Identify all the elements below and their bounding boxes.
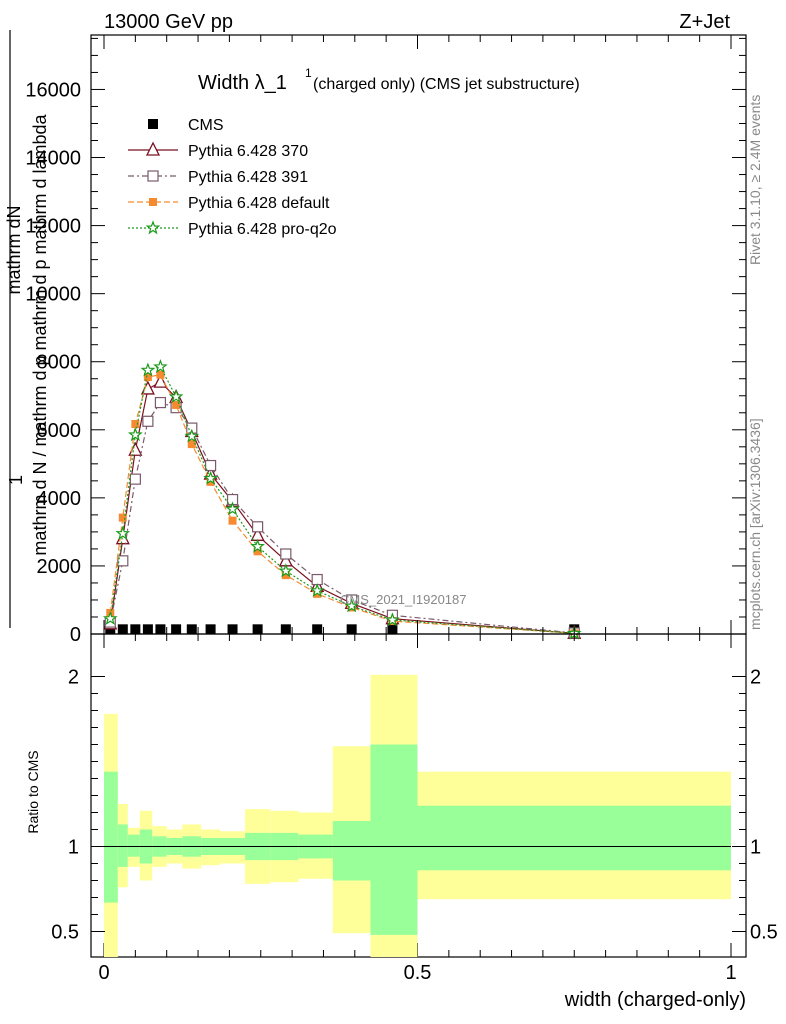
point-pq2o [102, 610, 118, 625]
main-ylabel-bottom: mathrm d N / mathrm d p mathrm d p mathr… [30, 113, 50, 555]
point-p391 [154, 396, 167, 409]
point-cms [312, 624, 323, 635]
legend-label-pdefault: Pythia 6.428 default [188, 195, 330, 212]
point-pdefault [187, 440, 196, 449]
point-p370 [128, 441, 143, 456]
main-ytick-label: 2000 [37, 556, 82, 578]
main-ytick-label: 16000 [25, 79, 81, 101]
point-pq2o [278, 563, 294, 578]
legend-marker-pq2o [145, 220, 161, 235]
legend-label-p391: Pythia 6.428 391 [188, 169, 308, 186]
main-ytick-label: 8000 [37, 352, 82, 374]
point-p391 [129, 473, 141, 485]
main-ytick-label: 10000 [25, 284, 81, 306]
point-p391 [252, 521, 264, 533]
point-pq2o [385, 612, 400, 627]
legend-label-p370: Pythia 6.428 370 [188, 143, 308, 160]
point-cms [155, 624, 166, 635]
series-line-pq2o [109, 366, 575, 634]
point-cms [186, 624, 197, 635]
point-pdefault [228, 516, 237, 525]
xtick-label: 0.5 [404, 962, 432, 984]
point-pq2o [184, 428, 200, 443]
ratio-ytick-label-right: 1 [750, 837, 761, 859]
point-p391 [117, 555, 129, 567]
main-ytick-label: 0 [70, 624, 81, 646]
main-ylabel-mid: 1 [6, 475, 26, 485]
main-ytick-label: 14000 [25, 148, 81, 170]
point-pdefault [156, 370, 165, 379]
point-p391 [311, 573, 323, 586]
point-pdefault [281, 571, 290, 580]
ratio-ytick-label: 1 [68, 837, 79, 859]
point-pq2o [127, 427, 143, 442]
analysis-ref-label: CMS_2021_I1920187 [340, 592, 467, 607]
point-cms [346, 624, 357, 635]
ratio-ytick-label: 0.5 [51, 922, 79, 944]
point-p391 [280, 548, 292, 560]
point-pq2o [140, 362, 156, 377]
main-ytick-label: 12000 [25, 216, 81, 238]
legend-marker-pdefault [149, 198, 157, 206]
point-cms [252, 624, 263, 635]
main-ytick-label: 4000 [37, 488, 82, 510]
header-process: Z+Jet [679, 11, 730, 33]
legend-label-cms: CMS [188, 117, 224, 134]
point-pq2o [225, 501, 240, 516]
ratio-stat-band [117, 824, 128, 867]
point-pq2o [168, 389, 184, 403]
ratio-ytick-label-right: 2 [750, 667, 761, 689]
rivet-label: Rivet 3.1.10, ≥ 2.4M events [747, 95, 763, 265]
xtick-label: 1 [725, 962, 736, 984]
ratio-stat-band [104, 771, 118, 903]
point-cms [227, 624, 238, 635]
xtick-label: 0 [98, 962, 109, 984]
header-energy: 13000 GeV pp [104, 11, 233, 33]
ratio-stat-band [127, 834, 140, 857]
point-cms [280, 624, 291, 635]
legend-marker-cms [148, 119, 158, 129]
main-ylabel-top: mathrm dN [4, 205, 24, 294]
point-pq2o [344, 598, 360, 613]
point-cms [142, 624, 153, 635]
ratio-ytick-label-right: 0.5 [750, 922, 778, 944]
point-cms [117, 624, 128, 635]
xlabel: width (charged-only) [564, 989, 746, 1011]
plot-title-suffix: (charged only) (CMS jet substructure) [313, 76, 580, 93]
point-cms [387, 624, 398, 635]
ratio-stat-band [370, 744, 418, 935]
point-p370 [153, 373, 168, 388]
main-ytick-label: 6000 [37, 420, 82, 442]
plot-title: Width λ_1 [198, 72, 287, 94]
point-cms [205, 624, 216, 635]
legend: CMS Pythia 6.428 370 Pythia 6.428 391 Pythi… [128, 117, 337, 238]
point-pdefault [143, 373, 152, 382]
point-pdefault [206, 477, 215, 486]
legend-marker-p391 [147, 170, 159, 182]
point-cms [171, 624, 182, 635]
mcplots-label: mcplots.cern.ch [arXiv:1306.3436] [747, 418, 763, 630]
point-pdefault [118, 513, 127, 522]
ratio-ytick-label: 2 [68, 667, 79, 689]
point-pq2o [309, 583, 325, 597]
legend-marker-p370 [145, 141, 161, 156]
point-p391 [204, 459, 217, 472]
point-p391 [142, 415, 154, 427]
plot-title-sup: 1 [305, 66, 312, 80]
point-pdefault [172, 400, 181, 409]
ratio-stat-band [417, 805, 731, 871]
point-pdefault [131, 420, 140, 429]
ratio-bands [104, 674, 731, 957]
legend-label-pq2o: Pythia 6.428 pro-q2o [188, 221, 337, 238]
point-pq2o [153, 359, 168, 374]
point-pdefault [253, 547, 262, 556]
point-pq2o [203, 470, 218, 485]
ratio-stat-band [332, 821, 371, 881]
point-pq2o [250, 538, 265, 553]
point-pq2o [115, 525, 131, 540]
ratio-ylabel: Ratio to CMS [25, 750, 41, 833]
